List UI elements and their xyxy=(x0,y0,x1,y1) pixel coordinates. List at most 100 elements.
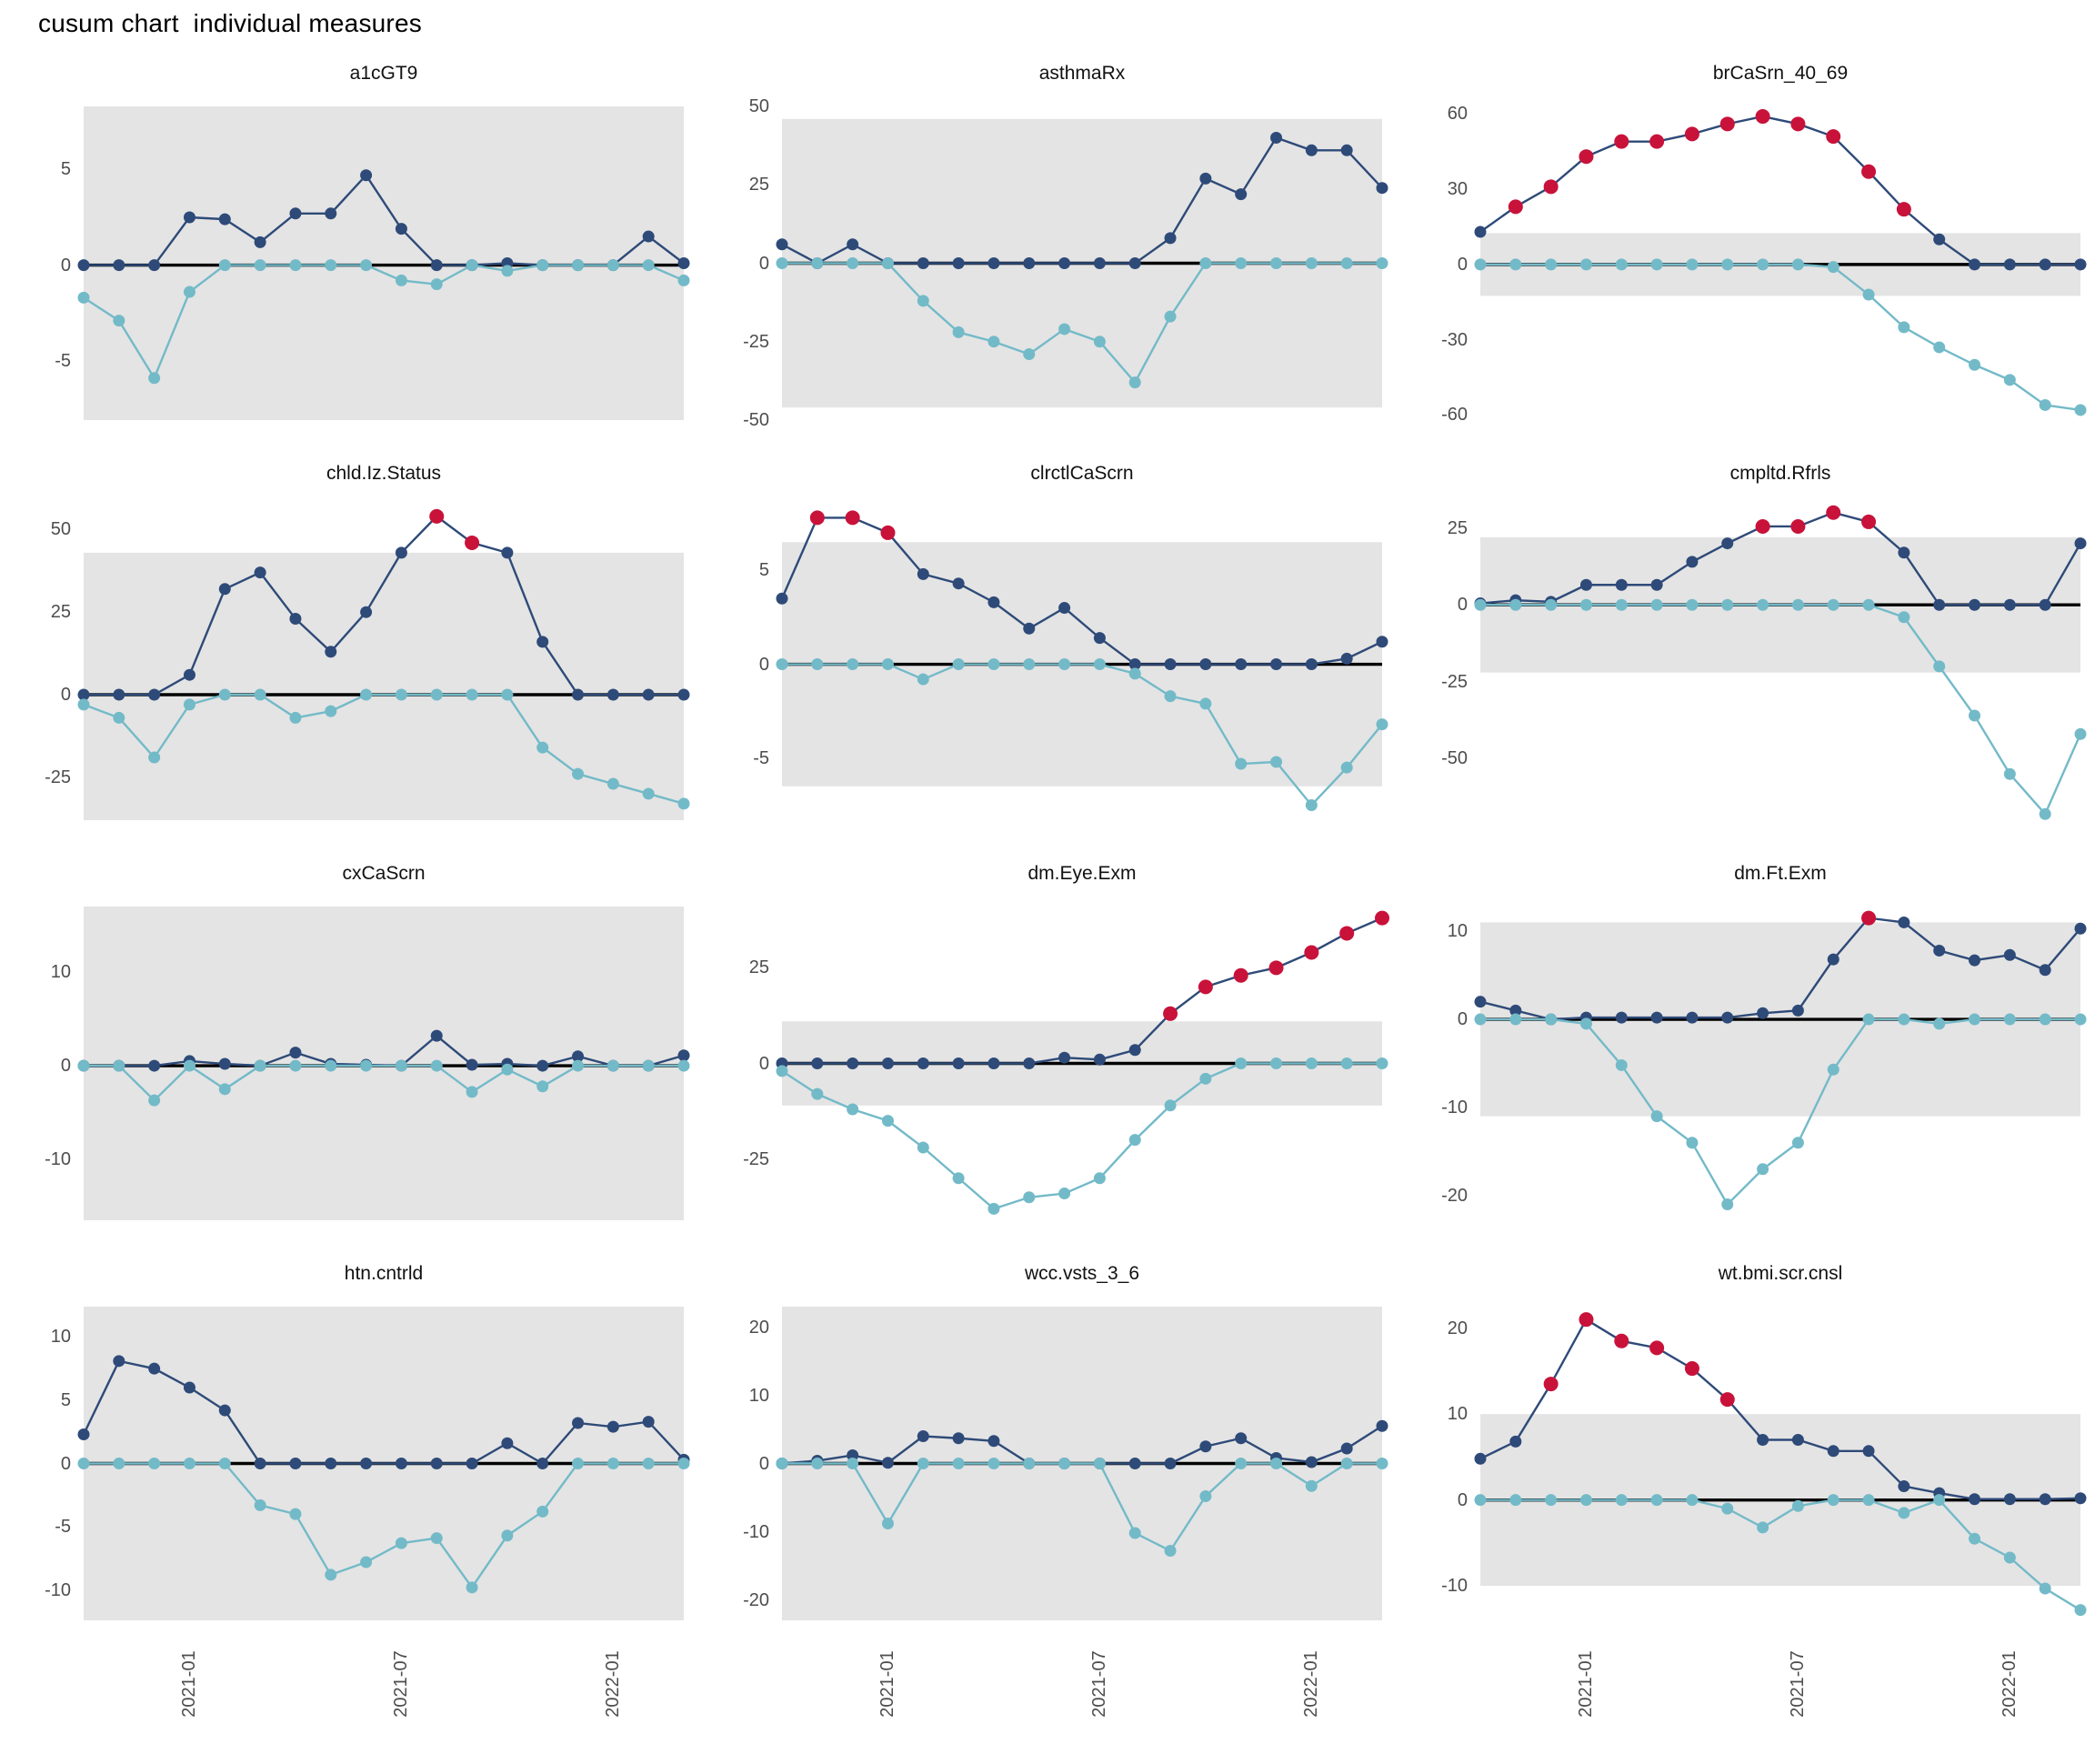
lower-cusum-point xyxy=(1023,1458,1036,1469)
upper-cusum-point xyxy=(917,257,929,269)
upper-cusum-point xyxy=(642,230,655,243)
facet-cxCaScrn: cxCaScrn 10 0 -10 xyxy=(0,850,698,1250)
lower-cusum-point xyxy=(2074,727,2087,740)
lower-cusum-point xyxy=(77,698,90,711)
upper-cusum-point xyxy=(952,257,965,269)
upper-cusum-point xyxy=(289,207,302,220)
upper-cusum-point xyxy=(148,1362,161,1375)
y-axis-tick-label: 10 xyxy=(1447,921,1468,942)
upper-cusum-point xyxy=(430,259,443,272)
lower-cusum-point xyxy=(847,658,859,671)
upper-cusum-point xyxy=(606,688,619,701)
signal-point xyxy=(809,510,825,526)
lower-cusum-point xyxy=(466,688,478,701)
lower-cusum-point xyxy=(1199,697,1212,710)
lower-cusum-point xyxy=(1093,1172,1106,1185)
upper-cusum-point xyxy=(1474,996,1487,1008)
lower-cusum-point xyxy=(952,658,965,671)
lower-cusum-point xyxy=(1270,1057,1283,1069)
lower-cusum-point xyxy=(1615,1058,1628,1071)
lower-cusum-point xyxy=(501,265,514,277)
lower-cusum-point xyxy=(1270,257,1283,269)
facet-plot xyxy=(1474,1312,2087,1617)
signal-point xyxy=(1755,109,1770,125)
lower-cusum-point xyxy=(2039,1013,2051,1026)
lower-cusum-point xyxy=(987,1202,1000,1215)
upper-cusum-point xyxy=(847,238,859,251)
lower-cusum-point xyxy=(1862,288,1875,301)
signal-point xyxy=(845,510,860,526)
upper-cusum-point xyxy=(1093,632,1106,645)
lower-cusum-point xyxy=(1615,598,1628,611)
facet-title: a1cGT9 xyxy=(349,63,418,84)
x-axis: 2021-01 2021-07 2022-01 xyxy=(1480,1628,2080,1759)
lower-cusum-point xyxy=(952,1172,965,1185)
facet-a1cGT9: a1cGT9 5 0 -5 xyxy=(0,50,698,450)
y-axis-tick-label: 25 xyxy=(1447,517,1468,538)
y-axis-tick-label: 20 xyxy=(1447,1318,1468,1338)
lower-cusum-point xyxy=(1305,1057,1318,1069)
lower-cusum-point xyxy=(289,1508,302,1520)
lower-cusum-point xyxy=(1579,1017,1592,1030)
lower-cusum-point xyxy=(1862,598,1875,611)
upper-cusum-point xyxy=(1686,556,1699,568)
lower-cusum-point xyxy=(2039,398,2051,411)
lower-cusum-point xyxy=(254,688,266,701)
upper-cusum-point xyxy=(1235,658,1248,671)
upper-cusum-point xyxy=(1721,537,1734,550)
lower-cusum-point xyxy=(1545,258,1558,271)
upper-cusum-point xyxy=(360,1458,373,1469)
upper-cusum-point xyxy=(1093,1053,1106,1066)
upper-cusum-point xyxy=(1827,1445,1839,1458)
plot-panel xyxy=(776,106,1388,420)
signal-point xyxy=(880,525,896,540)
signal-point xyxy=(1790,518,1806,534)
y-axis-tick-label: 10 xyxy=(748,1385,769,1406)
lower-cusum-point xyxy=(1023,1191,1036,1204)
lower-cusum-points xyxy=(77,1059,690,1107)
lower-cusum-point xyxy=(466,259,478,272)
y-axis-tick-label: 25 xyxy=(748,957,769,978)
upper-cusum-point xyxy=(1615,1011,1628,1024)
lower-cusum-point xyxy=(1376,1057,1388,1069)
lower-cusum-point xyxy=(2003,767,2016,780)
lower-cusum-point xyxy=(148,1094,161,1107)
lower-cusum-point xyxy=(501,688,514,701)
upper-cusum-point xyxy=(501,546,514,559)
facet-title: chld.Iz.Status xyxy=(326,463,442,484)
upper-cusum-point xyxy=(1757,1007,1769,1019)
upper-cusum-point xyxy=(917,567,929,580)
lower-cusum-point xyxy=(254,259,266,272)
upper-cusum-point xyxy=(952,577,965,590)
chart-title: cusum chart individual measures xyxy=(38,9,422,37)
lower-cusum-point xyxy=(325,1569,337,1581)
upper-cusum-point xyxy=(1235,188,1248,201)
plot-panel xyxy=(1474,505,2087,820)
upper-cusum-point xyxy=(1058,1051,1071,1064)
lower-cusum-point xyxy=(1969,1013,1981,1026)
lower-cusum-points xyxy=(776,257,1388,389)
upper-cusum-point xyxy=(1474,1452,1487,1465)
lower-cusum-point xyxy=(987,1458,1000,1469)
lower-cusum-points xyxy=(1474,1013,2087,1211)
lower-cusum-point xyxy=(1757,598,1769,611)
lower-cusum-point xyxy=(917,1141,929,1154)
facet-title: cmpltd.Rfrls xyxy=(1729,463,1831,484)
lower-cusum-point xyxy=(113,1059,125,1072)
upper-cusum-point xyxy=(1615,578,1628,591)
signal-point xyxy=(1649,134,1665,149)
lower-cusum-point xyxy=(289,711,302,724)
upper-cusum-point xyxy=(847,1449,859,1461)
lower-cusum-point xyxy=(1545,1494,1558,1507)
upper-cusum-point xyxy=(2003,1493,2016,1506)
upper-cusum-point xyxy=(677,688,690,701)
lower-cusum-point xyxy=(325,1059,337,1072)
y-axis-tick-label: -10 xyxy=(45,1149,71,1170)
upper-cusum-point xyxy=(952,1057,965,1069)
signal-point xyxy=(1861,514,1877,529)
upper-cusum-point xyxy=(113,259,125,272)
lower-cusum-point xyxy=(811,1087,824,1100)
lower-cusum-point xyxy=(2074,1604,2087,1617)
y-axis-tick-label: 0 xyxy=(60,1453,71,1474)
signal-point xyxy=(1233,967,1248,983)
